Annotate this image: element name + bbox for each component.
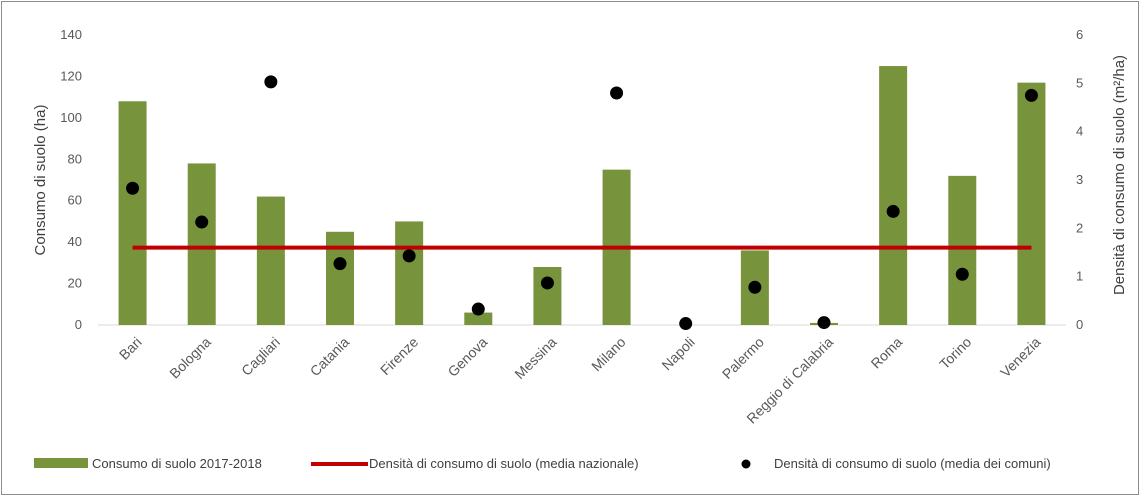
bar xyxy=(187,163,216,325)
y-tick-label: 40 xyxy=(68,234,82,249)
y-tick-label: 80 xyxy=(68,151,82,166)
y2-tick-label: 3 xyxy=(1076,172,1083,187)
category-label: Roma xyxy=(868,334,906,372)
y2-tick-label: 5 xyxy=(1076,75,1083,90)
y-tick-label: 20 xyxy=(68,276,82,291)
y2-tick-label: 4 xyxy=(1076,124,1083,139)
data-point xyxy=(748,280,762,294)
y2-tick-label: 2 xyxy=(1076,220,1083,235)
category-label: Milano xyxy=(588,334,629,375)
y-tick-label: 60 xyxy=(68,193,82,208)
bar xyxy=(464,312,493,325)
category-label: Bari xyxy=(116,334,145,363)
data-point xyxy=(610,86,624,100)
y-tick-label: 100 xyxy=(60,110,82,125)
category-label: Bologna xyxy=(166,334,214,382)
category-label: Firenze xyxy=(377,334,421,378)
data-point xyxy=(264,75,278,89)
category-label: Napoli xyxy=(658,334,697,373)
data-point xyxy=(195,215,209,229)
category-label: Catania xyxy=(307,334,353,380)
data-point xyxy=(126,181,140,195)
data-point xyxy=(955,267,969,281)
category-label: Genova xyxy=(444,334,490,380)
category-label: Torino xyxy=(936,334,974,372)
bar xyxy=(118,101,147,326)
legend-label-line: Densità di consumo di suolo (media nazio… xyxy=(369,456,639,471)
y2-tick-label: 6 xyxy=(1076,27,1083,42)
data-point xyxy=(817,316,831,330)
legend-label-points: Densità di consumo di suolo (media dei c… xyxy=(774,456,1051,471)
category-label: Palermo xyxy=(719,334,767,382)
y-tick-label: 0 xyxy=(75,317,82,332)
y2-tick-label: 1 xyxy=(1076,269,1083,284)
bar xyxy=(948,175,977,325)
bar xyxy=(1017,82,1046,326)
legend-swatch-bars xyxy=(34,458,88,468)
y-tick-label: 120 xyxy=(60,68,82,83)
y-tick-label: 140 xyxy=(60,27,82,42)
legend-label-bars: Consumo di suolo 2017-2018 xyxy=(92,456,262,471)
data-point xyxy=(540,276,554,290)
data-point xyxy=(679,317,693,331)
data-point xyxy=(471,302,485,316)
y-axis-title: Consumo di suolo (ha) xyxy=(32,105,49,256)
category-label: Messina xyxy=(511,334,559,382)
category-label: Venezia xyxy=(997,334,1044,381)
bar xyxy=(395,221,424,325)
legend-swatch-points xyxy=(741,459,751,469)
bar xyxy=(879,66,908,326)
data-point xyxy=(333,257,347,271)
bar xyxy=(256,196,285,325)
data-point xyxy=(402,249,416,263)
category-label: Cagliari xyxy=(238,334,283,379)
data-point xyxy=(886,204,900,218)
y2-tick-label: 0 xyxy=(1076,317,1083,332)
data-point xyxy=(1024,88,1038,102)
bar xyxy=(533,267,562,325)
y2-axis-title: Densità di consumo di suolo (m²/ha) xyxy=(1111,55,1128,295)
